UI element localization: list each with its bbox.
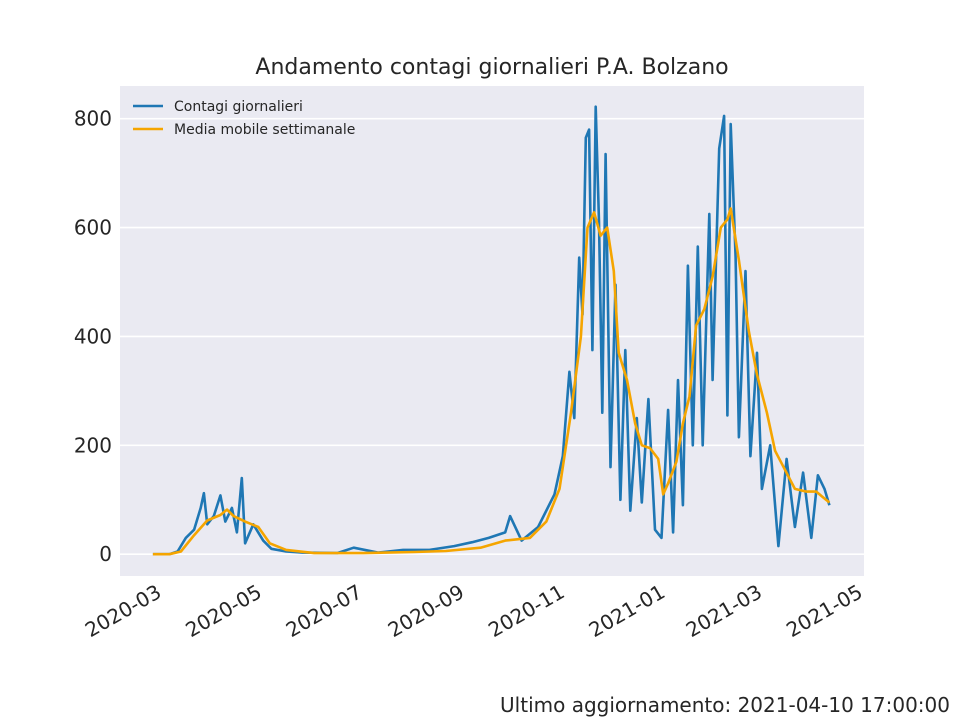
y-tick-label: 0: [99, 542, 112, 566]
y-tick-label: 400: [74, 324, 112, 348]
x-tick-label: 2020-07: [282, 580, 366, 643]
y-tick-label: 800: [74, 107, 112, 131]
series-line-moving-average: [152, 207, 831, 556]
grid-lines: [120, 117, 864, 556]
x-axis-ticks: 2020-03 2020-05 2020-07 2020-09 2020-11 2021-…: [81, 580, 867, 643]
chart-title: Andamento contagi giornalieri P.A. Bolza…: [255, 55, 728, 80]
x-tick-label: 2020-09: [384, 580, 468, 643]
x-tick-label: 2021-01: [585, 580, 669, 643]
series-lines: [152, 105, 831, 556]
legend-label: Contagi giornalieri: [174, 99, 303, 115]
y-tick-label: 200: [74, 433, 112, 457]
x-tick-label: 2020-11: [484, 580, 568, 643]
y-tick-label: 600: [74, 216, 112, 240]
legend-label: Media mobile settimanale: [174, 122, 355, 138]
x-tick-label: 2021-05: [782, 580, 866, 643]
x-tick-label: 2021-03: [682, 580, 766, 643]
legend: Contagi giornalieri Media mobile settiman…: [133, 99, 355, 138]
series-line-daily: [152, 105, 831, 556]
y-axis-ticks: 0 200 400 600 800: [74, 107, 112, 567]
last-update-text: Ultimo aggiornamento: 2021-04-10 17:00:0…: [500, 693, 950, 717]
plot-area: [120, 86, 864, 576]
x-tick-label: 2020-03: [81, 580, 165, 643]
x-tick-label: 2020-05: [181, 580, 265, 643]
